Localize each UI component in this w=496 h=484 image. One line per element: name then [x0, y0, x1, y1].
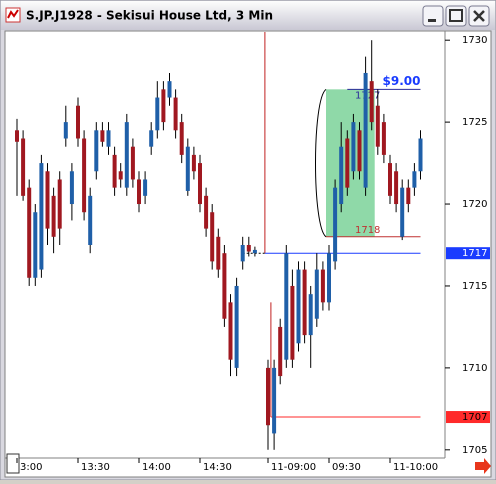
candle-body	[272, 367, 277, 434]
plot: 1727 1718 $9.00	[15, 32, 423, 450]
candle-body	[406, 187, 411, 205]
candle-body	[143, 179, 148, 196]
candle-body	[39, 163, 44, 270]
level-label: 1718	[355, 225, 380, 236]
scroll-thumb[interactable]	[6, 453, 20, 474]
candle-body	[394, 171, 399, 205]
candle-body	[137, 179, 141, 205]
candle-body	[100, 130, 105, 142]
y-tick-label: 1725	[462, 117, 487, 128]
candle-body	[375, 105, 380, 147]
candle-body	[412, 171, 417, 188]
window-title: S.JP.J1928 - Sekisui House Ltd, 3 Min	[26, 9, 273, 23]
x-tick-label: 13:30	[81, 462, 110, 473]
candle-body	[290, 285, 295, 360]
price-tag-label: 1707	[462, 412, 487, 423]
candle-body	[302, 269, 307, 336]
x-tick-label: 14:00	[142, 462, 171, 473]
candle-body	[210, 212, 215, 262]
x-tick-label: 11-10:00	[393, 462, 438, 473]
candle-body	[167, 81, 172, 98]
maximize-button[interactable]	[445, 5, 467, 27]
price-tag-label: 1717	[462, 248, 487, 259]
candle-body	[339, 146, 344, 205]
candle-body	[161, 89, 166, 123]
y-tick-label: 1710	[462, 363, 487, 374]
candle-body	[345, 138, 350, 188]
x-tick-label: 3:00	[20, 462, 42, 473]
chart-area	[4, 30, 492, 478]
candle-body	[130, 146, 135, 180]
candle-body	[82, 138, 87, 213]
candle-body	[216, 236, 221, 270]
app-icon	[5, 7, 21, 23]
candle-body	[388, 163, 392, 196]
candle-body	[45, 171, 50, 229]
candle-body	[222, 253, 227, 319]
candle-body	[228, 302, 233, 360]
x-tick-label: 11-09:00	[271, 462, 316, 473]
scroll-right-arrow[interactable]	[475, 458, 491, 474]
candle-body	[69, 171, 74, 205]
candle-body	[333, 187, 338, 262]
x-tick-label: 14:30	[203, 462, 232, 473]
candle-body	[173, 97, 178, 131]
candle-body	[76, 105, 80, 139]
candle-body	[308, 294, 313, 336]
zone-bracket	[315, 88, 327, 238]
candle-body	[124, 122, 129, 188]
candle-body	[112, 154, 117, 188]
candle-body	[179, 122, 184, 155]
candle-body	[418, 138, 423, 172]
candle-body	[381, 122, 386, 155]
candle-body	[155, 97, 160, 131]
minimize-button[interactable]	[422, 5, 444, 27]
price-tag	[446, 247, 490, 260]
candle-body	[278, 326, 283, 377]
candle-body	[240, 245, 245, 262]
candle-body	[266, 367, 270, 426]
price-tag	[446, 411, 490, 424]
candle-body	[106, 130, 111, 147]
candle-body	[185, 146, 190, 191]
candle-body	[369, 81, 374, 123]
candle-body	[357, 130, 362, 172]
candle-body	[314, 269, 319, 319]
profit-label: $9.00	[383, 74, 421, 88]
candle-body	[363, 72, 368, 188]
candle-body	[149, 130, 154, 147]
candle-body	[191, 154, 196, 172]
candle-body	[327, 253, 331, 303]
candle-body	[21, 138, 26, 196]
candle-body	[320, 269, 325, 303]
candle-body	[63, 122, 68, 139]
candle-body	[252, 249, 257, 254]
candle-body	[15, 130, 19, 142]
candle-body	[88, 195, 93, 245]
y-tick-label: 1730	[462, 35, 487, 46]
candle-body	[296, 269, 301, 344]
candle-body	[234, 285, 239, 368]
candle-body	[118, 171, 123, 180]
candle-body	[33, 212, 38, 278]
x-tick-label: 09:30	[332, 462, 361, 473]
candle-body	[198, 163, 202, 205]
candle-body	[27, 187, 32, 278]
candle-body	[51, 195, 56, 237]
candle-body	[246, 245, 251, 252]
y-tick-label: 1705	[462, 445, 487, 456]
close-button[interactable]	[468, 5, 490, 27]
candle-body	[400, 187, 405, 237]
y-tick-label: 1715	[462, 281, 487, 292]
candle-body	[57, 179, 62, 229]
candle-body	[94, 130, 99, 172]
candle-body	[204, 195, 209, 229]
level-label: 1727	[355, 90, 380, 101]
y-tick-label: 1720	[462, 199, 487, 210]
title-bar	[1, 1, 495, 30]
candle-body	[351, 122, 356, 172]
candle-body	[284, 253, 289, 360]
